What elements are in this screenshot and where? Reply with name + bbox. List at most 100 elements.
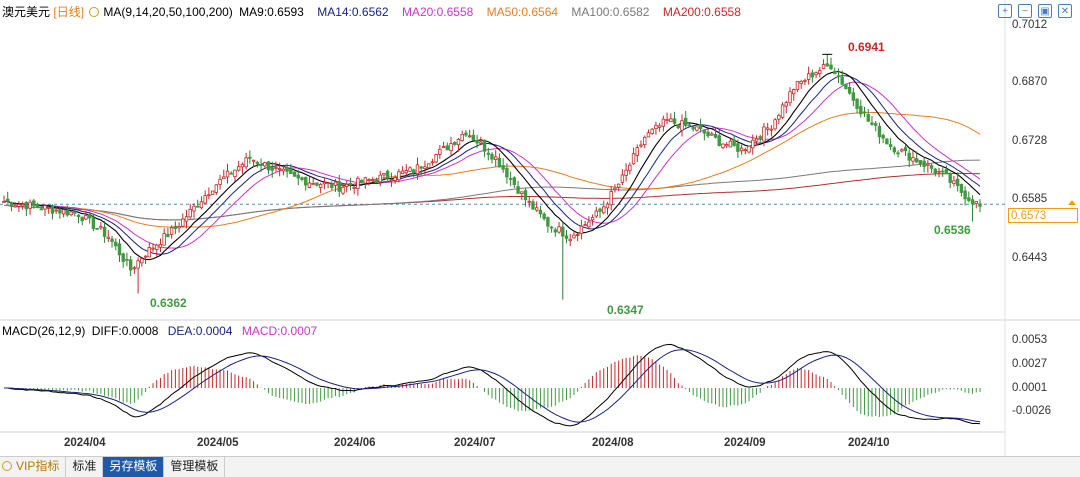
candle-body xyxy=(188,208,192,218)
candle-body xyxy=(654,124,658,129)
candle-body xyxy=(698,124,703,129)
candle-body xyxy=(602,206,606,214)
date-tick: 2024/05 xyxy=(197,437,239,449)
candle-body xyxy=(132,267,137,270)
candle-body xyxy=(594,210,599,217)
price-chart[interactable] xyxy=(0,0,1080,456)
candle-body xyxy=(635,147,639,156)
minus-icon[interactable]: − xyxy=(1018,4,1032,18)
candle-body xyxy=(799,80,803,85)
candle-body xyxy=(266,161,271,171)
candle-body xyxy=(978,203,982,207)
candle-body xyxy=(609,191,613,206)
candle-body xyxy=(665,119,669,121)
dea-value: DEA:0.0004 xyxy=(167,324,233,338)
candle-body xyxy=(516,186,520,194)
candle-body xyxy=(590,217,595,221)
tab-save-template[interactable]: 另存模板 xyxy=(103,457,165,477)
candle-body xyxy=(821,64,826,69)
tab-vip-indicators[interactable]: VIP指标 xyxy=(0,457,67,477)
toggle-icon[interactable]: ▣ xyxy=(1038,4,1052,18)
candle-body xyxy=(549,226,554,229)
candle-body xyxy=(929,165,934,169)
candle-body xyxy=(546,217,550,227)
candle-body xyxy=(806,73,811,80)
candle-body xyxy=(937,170,941,173)
symbol-name: 澳元美元 xyxy=(2,5,51,19)
last-price-tag: 0.6573 xyxy=(1008,208,1078,223)
candle-body xyxy=(259,164,263,166)
candle-body xyxy=(900,149,904,152)
ma9-value: MA9:0.6593 xyxy=(239,5,304,19)
candle-body xyxy=(408,167,412,172)
candle-body xyxy=(646,132,651,138)
candle-body xyxy=(222,176,226,180)
candle-body xyxy=(426,163,431,169)
candle-body xyxy=(374,179,379,183)
candle-body xyxy=(486,152,490,155)
candle-body xyxy=(400,170,405,174)
candle-body xyxy=(751,139,755,149)
candle-body xyxy=(229,172,233,175)
candle-body xyxy=(605,203,610,209)
plus-icon[interactable]: + xyxy=(998,4,1012,18)
candle-body xyxy=(404,170,409,174)
candle-body xyxy=(616,183,621,188)
candle-body xyxy=(564,235,569,239)
candle-body xyxy=(948,173,952,183)
candle-body xyxy=(203,195,207,204)
candle-body xyxy=(959,183,964,193)
candle-body xyxy=(348,183,353,186)
candle-body xyxy=(721,143,725,148)
candle-body xyxy=(844,83,848,90)
chart-header: 澳元美元 [日线] MA(9,14,20,50,100,200) MA9:0.6… xyxy=(2,5,741,19)
candle-body xyxy=(117,243,122,256)
candle-body xyxy=(512,177,517,185)
price-tick: 0.7012 xyxy=(1012,19,1048,31)
candle-body xyxy=(561,226,565,237)
candle-body xyxy=(520,191,524,195)
candle-body xyxy=(196,205,200,208)
date-tick: 2024/08 xyxy=(592,437,634,449)
gear-icon[interactable] xyxy=(89,7,100,17)
candle-body xyxy=(423,166,427,170)
macd-tick: 0.0001 xyxy=(1012,382,1048,394)
candle-body xyxy=(263,162,267,167)
candle-body xyxy=(881,134,885,139)
low-annotation: 0.6362 xyxy=(150,296,187,310)
date-tick: 2024/06 xyxy=(334,437,376,449)
candle-body xyxy=(538,209,543,215)
candle-body xyxy=(460,133,464,141)
candle-body xyxy=(449,143,453,151)
candle-body xyxy=(300,177,304,180)
candle-body xyxy=(955,178,960,186)
high-annotation: 0.6941 xyxy=(848,40,885,54)
candle-body xyxy=(307,182,312,188)
candle-body xyxy=(114,241,118,247)
candle-body xyxy=(534,207,539,211)
candle-body xyxy=(769,128,774,131)
candle-body xyxy=(907,152,911,161)
candle-body xyxy=(393,177,397,181)
candle-body xyxy=(233,169,237,177)
candle-body xyxy=(248,156,252,159)
candle-body xyxy=(155,244,159,250)
candle-body xyxy=(974,201,978,204)
candle-body xyxy=(780,104,785,118)
candle-body xyxy=(184,216,189,222)
candle-body xyxy=(58,209,62,214)
candle-body xyxy=(952,180,956,184)
candle-body xyxy=(639,144,643,147)
period-label[interactable]: [日线] xyxy=(53,5,85,19)
tab-standard[interactable]: 标准 xyxy=(66,457,104,477)
candle-body xyxy=(39,208,43,211)
candle-body xyxy=(840,77,844,85)
candle-body xyxy=(795,80,800,90)
close-icon[interactable]: ✕ xyxy=(1058,4,1072,18)
ma20-line xyxy=(4,81,981,249)
candle-body xyxy=(762,126,766,142)
candle-body xyxy=(471,134,476,141)
candle-body xyxy=(330,183,334,189)
tab-manage-template[interactable]: 管理模板 xyxy=(164,457,226,477)
